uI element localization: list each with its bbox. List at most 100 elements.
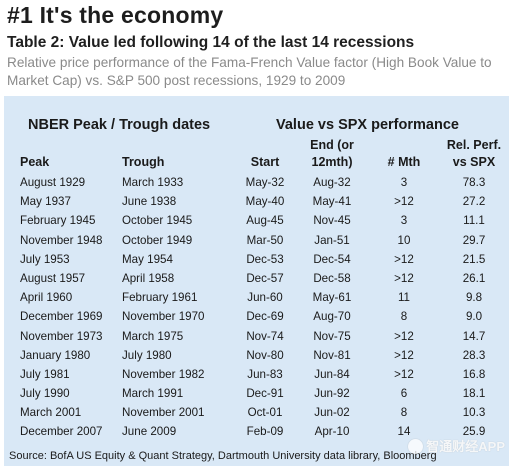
cell-peak: July 1981 xyxy=(20,367,70,381)
watermark: 智通财经APP xyxy=(408,436,505,455)
table-row: November 1973 March 1975 Nov-74 Nov-75 >12 14… xyxy=(0,330,513,349)
cell-months: >12 xyxy=(394,195,414,209)
cell-trough: October 1945 xyxy=(122,214,193,228)
table-row: July 1990 March 1991 Dec-91 Jun-92 6 18.1 xyxy=(0,387,513,406)
column-header-peak: Peak xyxy=(20,155,50,169)
cell-end: Apr-10 xyxy=(314,425,350,439)
cell-end: Jan-51 xyxy=(314,233,350,247)
cell-months: >12 xyxy=(394,367,414,381)
cell-peak: May 1937 xyxy=(20,195,71,209)
cell-end: Dec-58 xyxy=(313,271,351,285)
cell-rel-perf: 25.9 xyxy=(462,425,486,439)
cell-peak: August 1957 xyxy=(20,271,86,285)
table-row: August 1929 March 1933 May-32 Aug-32 3 78.3 xyxy=(0,176,513,195)
column-header-start: Start xyxy=(250,155,280,169)
cell-start: Nov-80 xyxy=(246,348,284,362)
headline: #1 It's the economy xyxy=(7,2,224,28)
table-panel xyxy=(4,96,509,466)
cell-peak: July 1953 xyxy=(20,252,70,266)
cell-end: Dec-54 xyxy=(313,252,351,266)
cell-end: Nov-81 xyxy=(313,348,351,362)
cell-peak: February 1945 xyxy=(20,214,96,228)
cell-end: Aug-70 xyxy=(313,310,351,324)
table-row: August 1957 April 1958 Dec-57 Dec-58 >12 26.1 xyxy=(0,272,513,291)
cell-rel-perf: 9.0 xyxy=(465,310,483,324)
subtitle: Relative price performance of the Fama-F… xyxy=(7,55,492,88)
cell-rel-perf: 29.7 xyxy=(462,233,486,247)
cell-trough: March 1991 xyxy=(122,387,184,401)
column-header-months: # Mth xyxy=(387,155,421,169)
cell-start: Mar-50 xyxy=(246,233,284,247)
cell-trough: April 1958 xyxy=(122,271,175,285)
table-row: November 1948 October 1949 Mar-50 Jan-51 10 2… xyxy=(0,234,513,253)
table-row: July 1953 May 1954 Dec-53 Dec-54 >12 21.5 xyxy=(0,253,513,272)
cell-start: Dec-53 xyxy=(246,252,284,266)
cell-rel-perf: 28.3 xyxy=(462,348,486,362)
cell-end: May-41 xyxy=(312,195,352,209)
column-header-end-line1: End (or xyxy=(310,138,354,152)
cell-peak: January 1980 xyxy=(20,348,91,362)
cell-peak: November 1973 xyxy=(20,329,103,343)
watermark-text: 智通财经APP xyxy=(426,439,505,454)
cell-rel-perf: 14.7 xyxy=(462,329,486,343)
cell-start: Nov-74 xyxy=(246,329,284,343)
cell-rel-perf: 26.1 xyxy=(462,271,486,285)
cell-trough: June 1938 xyxy=(122,195,177,209)
source-note: Source: BofA US Equity & Quant Strategy,… xyxy=(9,450,437,462)
column-header-end: End (or 12mth) xyxy=(302,137,362,171)
watermark-logo-icon xyxy=(408,439,424,454)
cell-start: Dec-69 xyxy=(246,310,284,324)
table-title: Table 2: Value led following 14 of the l… xyxy=(7,34,415,51)
cell-peak: December 2007 xyxy=(20,425,103,439)
table-row: July 1981 November 1982 Jun-83 Jun-84 >12 16.… xyxy=(0,368,513,387)
cell-months: 10 xyxy=(397,233,411,247)
cell-months: 3 xyxy=(400,176,408,189)
table-row: April 1960 February 1961 Jun-60 May-61 11 9.8 xyxy=(0,291,513,310)
cell-trough: October 1949 xyxy=(122,233,193,247)
column-header-rel-line1: Rel. Perf. xyxy=(446,138,502,152)
table-row: December 1969 November 1970 Dec-69 Aug-70 8 9… xyxy=(0,310,513,329)
column-header-rel-perf: Rel. Perf. vs SPX xyxy=(444,137,504,171)
cell-months: 8 xyxy=(400,406,408,420)
cell-trough: July 1980 xyxy=(122,348,172,362)
cell-peak: August 1929 xyxy=(20,176,86,189)
cell-start: May-32 xyxy=(245,176,285,189)
cell-rel-perf: 10.3 xyxy=(462,406,486,420)
cell-rel-perf: 27.2 xyxy=(462,195,486,209)
cell-peak: December 1969 xyxy=(20,310,103,324)
cell-trough: November 1982 xyxy=(122,367,205,381)
cell-start: Dec-91 xyxy=(246,387,284,401)
cell-end: Aug-32 xyxy=(313,176,351,189)
cell-rel-perf: 9.8 xyxy=(465,291,483,305)
cell-months: 14 xyxy=(397,425,411,439)
cell-start: Jun-60 xyxy=(247,291,283,305)
cell-months: >12 xyxy=(394,348,414,362)
column-header-rel-line2: vs SPX xyxy=(452,155,496,169)
cell-trough: May 1954 xyxy=(122,252,173,266)
cell-months: 6 xyxy=(400,387,408,401)
cell-end: Jun-84 xyxy=(314,367,350,381)
cell-end: Nov-45 xyxy=(313,214,351,228)
table-row: February 1945 October 1945 Aug-45 Nov-45 3 11… xyxy=(0,214,513,233)
cell-rel-perf: 16.8 xyxy=(462,367,486,381)
cell-months: >12 xyxy=(394,271,414,285)
cell-start: Dec-57 xyxy=(246,271,284,285)
table-row: January 1980 July 1980 Nov-80 Nov-81 >12 28.3 xyxy=(0,349,513,368)
cell-months: >12 xyxy=(394,329,414,343)
group-header-nber: NBER Peak / Trough dates xyxy=(28,117,211,133)
column-header-trough: Trough xyxy=(122,155,165,169)
cell-peak: November 1948 xyxy=(20,233,103,247)
table-row: May 1937 June 1938 May-40 May-41 >12 27.2 xyxy=(0,195,513,214)
cell-rel-perf: 18.1 xyxy=(462,387,486,401)
cell-rel-perf: 78.3 xyxy=(462,176,486,189)
cell-start: Jun-83 xyxy=(247,367,283,381)
cell-peak: March 2001 xyxy=(20,406,82,420)
cell-months: >12 xyxy=(394,252,414,266)
cell-months: 8 xyxy=(400,310,408,324)
cell-peak: April 1960 xyxy=(20,291,73,305)
table-row: March 2001 November 2001 Oct-01 Jun-02 8 10.3 xyxy=(0,406,513,425)
column-header-end-line2: 12mth) xyxy=(311,155,353,169)
table-row: December 2007 June 2009 Feb-09 Apr-10 14 25.9 xyxy=(0,425,513,444)
cell-end: Nov-75 xyxy=(313,329,351,343)
cell-end: May-61 xyxy=(312,291,352,305)
